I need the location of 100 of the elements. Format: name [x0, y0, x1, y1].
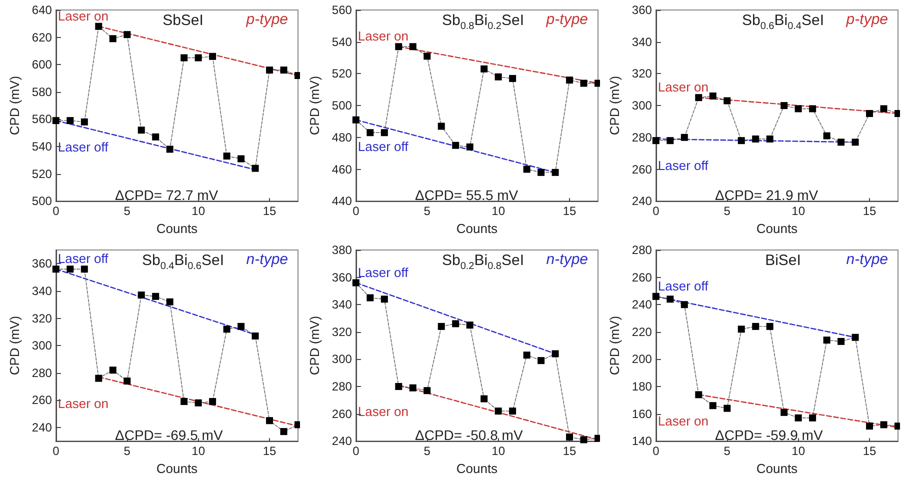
point	[552, 350, 559, 358]
point	[823, 336, 830, 344]
y-tick-label: 440	[332, 194, 352, 208]
y-tick-label: 160	[632, 406, 652, 421]
x-tick-label: 10	[792, 204, 806, 218]
series-label: Laser off	[658, 158, 709, 173]
point	[866, 110, 874, 118]
series-label: Laser on	[358, 28, 409, 44]
point	[152, 133, 160, 140]
point	[66, 266, 74, 273]
point	[738, 326, 745, 333]
point	[880, 421, 888, 428]
point	[109, 35, 116, 42]
y-tick-label: 140	[632, 434, 652, 448]
point	[823, 132, 830, 140]
y-tick-label: 260	[632, 162, 652, 176]
point	[780, 408, 788, 416]
x-tick-label: 10	[792, 444, 806, 458]
point	[780, 102, 788, 110]
point	[352, 116, 360, 124]
x-tick-label: 10	[492, 204, 506, 218]
x-axis-title: Counts	[156, 461, 198, 476]
point	[523, 166, 530, 173]
point	[766, 322, 774, 330]
y-tick-label: 280	[332, 380, 352, 394]
chart-title: Sb$_{0.8}$Bi$_{0.2}$SeI	[442, 12, 524, 32]
point	[809, 105, 816, 112]
point	[180, 398, 188, 406]
point	[580, 80, 588, 87]
point	[252, 332, 259, 340]
point	[223, 152, 230, 160]
y-tick-label: 340	[332, 298, 352, 312]
point	[124, 378, 131, 385]
y-tick-label: 260	[332, 406, 352, 421]
point	[438, 322, 445, 330]
x-tick-label: 10	[492, 444, 506, 458]
y-tick-label: 580	[32, 84, 52, 99]
point	[852, 138, 859, 146]
y-tick-label: 540	[32, 140, 52, 154]
point	[652, 292, 660, 300]
series-label: Laser off	[358, 138, 409, 154]
series-label: Laser off	[58, 140, 109, 155]
point	[494, 408, 502, 415]
x-tick-label: 5	[724, 444, 731, 458]
x-tick-label: 15	[862, 444, 877, 458]
point	[209, 398, 216, 406]
y-tick-label: 320	[332, 324, 352, 339]
y-tick-label: 240	[632, 298, 652, 312]
x-tick-label: 0	[352, 204, 360, 218]
point	[838, 338, 845, 345]
point	[352, 279, 360, 286]
point	[766, 135, 774, 142]
y-axis-title: CPD (mV)	[307, 76, 322, 136]
point	[409, 384, 416, 392]
point	[266, 417, 274, 424]
point	[866, 422, 874, 430]
y-tick-label: 260	[632, 270, 652, 284]
point	[452, 320, 460, 328]
series-label: Laser on	[358, 404, 409, 420]
point	[695, 94, 702, 102]
point	[480, 65, 488, 72]
point	[666, 137, 674, 144]
point	[466, 322, 474, 329]
point	[695, 391, 702, 398]
point	[838, 138, 845, 146]
point	[409, 43, 416, 50]
point	[209, 52, 216, 60]
y-tick-label: 620	[32, 30, 52, 44]
series-label: Laser on	[658, 414, 709, 429]
y-tick-label: 280	[632, 130, 652, 144]
x-tick-label: 5	[424, 204, 431, 218]
point	[509, 408, 516, 415]
point	[252, 164, 259, 172]
series-label: Laser on	[58, 396, 109, 411]
y-axis-title: CPD (mV)	[7, 316, 22, 376]
point	[680, 301, 688, 308]
point	[366, 129, 374, 136]
x-tick-label: 5	[424, 444, 431, 458]
annotation: ΔCPD= 55.5 mV	[415, 187, 519, 203]
point	[509, 74, 516, 82]
y-tick-label: 340	[632, 34, 652, 49]
point	[194, 399, 202, 406]
series-label: Laser off	[658, 278, 709, 294]
y-tick-label: 560	[32, 112, 52, 126]
point	[223, 326, 230, 333]
x-tick-label: 15	[262, 204, 277, 218]
x-tick-label: 15	[862, 204, 877, 218]
point	[166, 298, 174, 306]
series-label: Laser on	[58, 8, 109, 24]
y-axis-title: CPD (mV)	[607, 316, 622, 376]
point	[680, 134, 688, 141]
point	[152, 292, 160, 300]
y-tick-label: 560	[332, 3, 352, 17]
y-tick-label: 280	[632, 243, 652, 257]
series-label: Laser off	[58, 251, 109, 266]
series-label: Laser on	[658, 80, 709, 95]
annotation: n-type	[246, 251, 288, 268]
x-tick-label: 15	[262, 444, 277, 458]
point	[424, 52, 431, 60]
annotation: n-type	[546, 251, 588, 268]
